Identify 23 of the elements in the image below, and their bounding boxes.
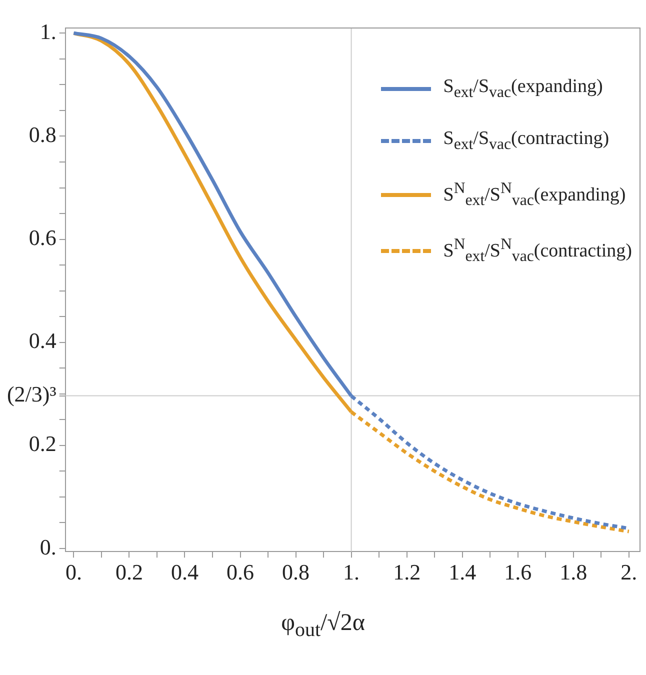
- legend-label: S$^{N}$$_{ext}$/S$^{N}$$_{vac}$(contracting): [443, 236, 632, 266]
- x-tick-label: 0.8: [282, 560, 310, 585]
- x-tick-label: 1.6: [504, 560, 532, 585]
- y-tick-label: 0.6: [28, 225, 56, 250]
- legend-label: S$^{N}$$_{ext}$/S$^{N}$$_{vac}$(expanding): [443, 180, 626, 210]
- legend-label: S$_{ext}$/S$_{vac}$(expanding): [443, 76, 603, 102]
- x-tick-label: 0.2: [115, 560, 143, 585]
- y-tick-label: 0.: [40, 534, 56, 560]
- legend-label: S$_{ext}$/S$_{vac}$(contracting): [443, 128, 610, 154]
- y-tick-label: (2/3)³: [6, 382, 57, 407]
- x-tick-label: 0.: [65, 560, 82, 585]
- y-tick-label: 0.2: [28, 431, 56, 456]
- x-tick-label: 1.: [343, 560, 360, 585]
- y-tick-label: 0.8: [28, 122, 56, 148]
- x-axis-title: φ$_{out}$/√2α: [280, 610, 366, 642]
- x-tick-label: 1.4: [448, 560, 476, 585]
- x-tick-label: 0.6: [226, 560, 254, 585]
- y-tick-label: 1.: [40, 18, 56, 44]
- x-tick-label: 1.8: [560, 560, 588, 585]
- x-tick-label: 1.2: [393, 560, 421, 585]
- x-tick-label: 2.: [620, 560, 638, 585]
- y-tick-label: 0.4: [28, 328, 56, 354]
- x-tick-label: 0.4: [170, 560, 198, 585]
